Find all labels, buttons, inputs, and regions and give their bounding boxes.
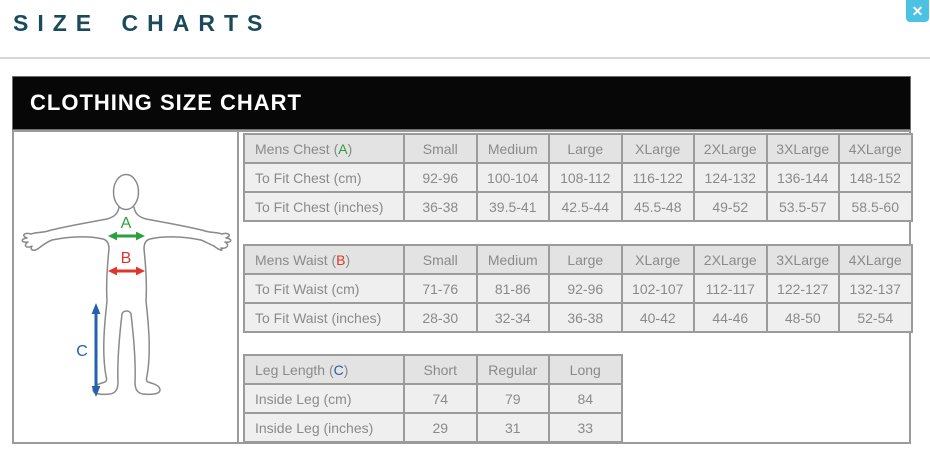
table-title-cell: Leg Length (C) bbox=[243, 354, 405, 385]
size-value-cell: 132-137 bbox=[838, 273, 913, 304]
size-value-cell: 81-86 bbox=[475, 273, 550, 304]
close-icon[interactable]: ✕ bbox=[906, 0, 929, 22]
size-value-cell: 100-104 bbox=[475, 162, 550, 193]
size-value-cell: 49-52 bbox=[693, 191, 768, 222]
size-value-cell: 28-30 bbox=[403, 302, 478, 333]
size-value-cell: 84 bbox=[548, 383, 623, 414]
size-value-cell: 148-152 bbox=[838, 162, 913, 193]
size-value-cell: 136-144 bbox=[765, 162, 840, 193]
size-value-cell: 102-107 bbox=[620, 273, 695, 304]
size-value-cell: 92-96 bbox=[548, 273, 623, 304]
mens-waist-table: Mens Waist (B) Small Medium Large XLarge… bbox=[243, 244, 913, 333]
size-column-header: Small bbox=[403, 133, 478, 164]
size-column-header: Short bbox=[403, 354, 478, 385]
size-value-cell: 53.5-57 bbox=[765, 191, 840, 222]
size-value-cell: 45.5-48 bbox=[620, 191, 695, 222]
size-value-cell: 39.5-41 bbox=[475, 191, 550, 222]
title-divider bbox=[0, 57, 930, 59]
waist-key-letter: B bbox=[336, 251, 346, 268]
size-value-cell: 116-122 bbox=[620, 162, 695, 193]
size-column-header: Large bbox=[548, 133, 623, 164]
size-value-cell: 32-34 bbox=[475, 302, 550, 333]
size-value-cell: 108-112 bbox=[548, 162, 623, 193]
size-value-cell: 33 bbox=[548, 412, 623, 443]
size-column-header: Small bbox=[403, 244, 478, 275]
row-label-cell: To Fit Chest (cm) bbox=[243, 162, 405, 193]
size-value-cell: 36-38 bbox=[548, 302, 623, 333]
size-value-cell: 36-38 bbox=[403, 191, 478, 222]
chest-width-arrow: A bbox=[108, 215, 145, 241]
size-column-header: 3XLarge bbox=[765, 244, 840, 275]
size-value-cell: 48-50 bbox=[765, 302, 840, 333]
size-column-header: XLarge bbox=[620, 133, 695, 164]
size-value-cell: 122-127 bbox=[765, 273, 840, 304]
leg-key-letter: C bbox=[333, 361, 344, 378]
size-column-header: Medium bbox=[475, 133, 550, 164]
size-value-cell: 92-96 bbox=[403, 162, 478, 193]
size-value-cell: 112-117 bbox=[693, 273, 768, 304]
row-label-cell: Inside Leg (cm) bbox=[243, 383, 405, 414]
size-column-header: Medium bbox=[475, 244, 550, 275]
table-header-row: Leg Length (C) Short Regular Long bbox=[243, 354, 623, 385]
waist-label: B bbox=[121, 250, 132, 267]
size-column-header: Regular bbox=[475, 354, 550, 385]
body-measurement-diagram: A B C bbox=[21, 173, 232, 397]
row-label-cell: To Fit Chest (inches) bbox=[243, 191, 405, 222]
leg-label: C bbox=[76, 343, 88, 360]
size-column-header: 2XLarge bbox=[693, 244, 768, 275]
table-row: Inside Leg (cm) 74 79 84 bbox=[243, 383, 623, 414]
size-column-header: 2XLarge bbox=[693, 133, 768, 164]
size-value-cell: 79 bbox=[475, 383, 550, 414]
mens-chest-table: Mens Chest (A) Small Medium Large XLarge… bbox=[243, 133, 913, 222]
page-title: SIZE CHARTS bbox=[13, 10, 272, 36]
table-header-row: Mens Waist (B) Small Medium Large XLarge… bbox=[243, 244, 913, 275]
table-title-cell: Mens Waist (B) bbox=[243, 244, 405, 275]
chest-label: A bbox=[121, 215, 132, 232]
section-header: CLOTHING SIZE CHART bbox=[12, 76, 911, 130]
row-label-cell: To Fit Waist (cm) bbox=[243, 273, 405, 304]
leg-length-arrow: C bbox=[76, 303, 101, 397]
size-value-cell: 42.5-44 bbox=[548, 191, 623, 222]
chest-key-letter: A bbox=[338, 140, 348, 157]
table-row: To Fit Chest (inches) 36-38 39.5-41 42.5… bbox=[243, 191, 913, 222]
row-label-cell: Inside Leg (inches) bbox=[243, 412, 405, 443]
size-value-cell: 31 bbox=[475, 412, 550, 443]
table-row: To Fit Chest (cm) 92-96 100-104 108-112 … bbox=[243, 162, 913, 193]
table-row: To Fit Waist (inches) 28-30 32-34 36-38 … bbox=[243, 302, 913, 333]
table-title-cell: Mens Chest (A) bbox=[243, 133, 405, 164]
diagram-divider bbox=[237, 130, 239, 444]
size-column-header: Long bbox=[548, 354, 623, 385]
size-value-cell: 71-76 bbox=[403, 273, 478, 304]
size-value-cell: 124-132 bbox=[693, 162, 768, 193]
size-column-header: 4XLarge bbox=[838, 244, 913, 275]
size-value-cell: 74 bbox=[403, 383, 478, 414]
size-column-header: 4XLarge bbox=[838, 133, 913, 164]
row-label-cell: To Fit Waist (inches) bbox=[243, 302, 405, 333]
body-outline bbox=[21, 173, 232, 396]
size-column-header: 3XLarge bbox=[765, 133, 840, 164]
size-column-header: Large bbox=[548, 244, 623, 275]
table-row: Inside Leg (inches) 29 31 33 bbox=[243, 412, 623, 443]
size-value-cell: 44-46 bbox=[693, 302, 768, 333]
size-value-cell: 29 bbox=[403, 412, 478, 443]
leg-length-table: Leg Length (C) Short Regular Long Inside… bbox=[243, 354, 623, 443]
size-value-cell: 40-42 bbox=[620, 302, 695, 333]
size-value-cell: 52-54 bbox=[838, 302, 913, 333]
table-row: To Fit Waist (cm) 71-76 81-86 92-96 102-… bbox=[243, 273, 913, 304]
waist-width-arrow: B bbox=[108, 250, 145, 276]
table-header-row: Mens Chest (A) Small Medium Large XLarge… bbox=[243, 133, 913, 164]
size-value-cell: 58.5-60 bbox=[838, 191, 913, 222]
size-column-header: XLarge bbox=[620, 244, 695, 275]
